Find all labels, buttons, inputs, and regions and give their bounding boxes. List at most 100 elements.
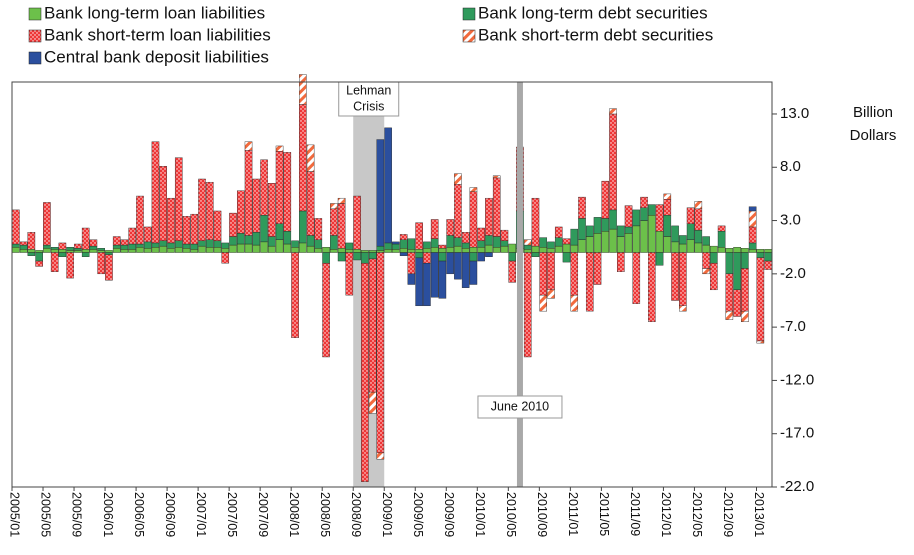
- bar-segment: [554, 237, 563, 247]
- bar-segment: [640, 220, 648, 253]
- bar-segment: [748, 210, 757, 228]
- bar-segment: [353, 249, 361, 253]
- foreground-layer: Lehman Crisis June 2010 13.0 8.0 3.0 -2.0 -7.0 -…: [8, 3, 815, 537]
- bar-segment: [679, 305, 687, 312]
- bar-segment: [12, 243, 20, 248]
- y-tick-label: -22.0: [780, 478, 814, 495]
- bar-segment: [461, 232, 470, 244]
- bar-segment: [81, 252, 90, 257]
- bar-segment: [469, 187, 478, 192]
- x-tick-label: 2006/09: [163, 492, 177, 537]
- bar-segment: [593, 252, 602, 285]
- bar-segment: [74, 248, 82, 251]
- bar-segment: [299, 210, 307, 244]
- bar-segment: [66, 252, 74, 279]
- bar-segment: [710, 245, 718, 253]
- bar-segment: [616, 225, 625, 237]
- bar-segment: [477, 227, 485, 242]
- bar-segment: [337, 197, 346, 204]
- bar-segment: [43, 202, 51, 246]
- bar-segment: [97, 248, 105, 251]
- bar-segment: [523, 244, 532, 250]
- bar-segment: [632, 225, 641, 253]
- bar-segment: [236, 243, 245, 253]
- bar-segment: [205, 239, 214, 248]
- bar-segment: [702, 252, 710, 269]
- bar-segment: [609, 209, 617, 230]
- bar-segment: [120, 239, 129, 246]
- bar-segment: [58, 242, 67, 250]
- bar-segment: [81, 249, 90, 253]
- bar-segment: [741, 248, 749, 253]
- bar-segment: [330, 208, 338, 236]
- y-tick-label: -17.0: [780, 425, 814, 442]
- bar-segment: [268, 183, 276, 237]
- bar-segment: [384, 249, 392, 253]
- bar-segment: [159, 165, 168, 242]
- bar-segment: [190, 243, 199, 250]
- bar-segment: [423, 241, 431, 249]
- bar-segment: [112, 244, 121, 249]
- bar-segment: [562, 243, 571, 253]
- bar-segment: [252, 244, 261, 253]
- bar-segment: [97, 252, 105, 275]
- bar-segment: [609, 108, 617, 115]
- bar-segment: [89, 245, 98, 250]
- bar-segment: [252, 232, 261, 246]
- bar-segment: [345, 242, 354, 250]
- bar-segment: [624, 233, 633, 253]
- legend-swatch: [28, 7, 42, 21]
- bar-segment: [314, 218, 323, 240]
- bar-segment: [283, 243, 292, 253]
- bar-segment: [686, 223, 695, 240]
- bar-segment: [679, 235, 687, 245]
- bar-segment: [167, 242, 175, 249]
- bar-segment: [632, 252, 641, 304]
- bar-segment: [260, 241, 268, 253]
- bar-segment: [407, 249, 416, 253]
- bar-segment: [392, 243, 400, 250]
- bar-segment: [143, 248, 152, 253]
- x-tick-label: 2013/01: [752, 492, 766, 537]
- bar-segment: [469, 191, 478, 248]
- bar-segment: [616, 236, 625, 253]
- bar-segment: [275, 151, 284, 224]
- bar-segment: [50, 246, 59, 250]
- x-tick-label: 2009/09: [442, 492, 456, 537]
- bar-segment: [756, 257, 765, 342]
- bar-segment: [717, 225, 726, 232]
- bar-segment: [306, 144, 315, 172]
- bar-segment: [609, 113, 617, 211]
- bar-segment: [213, 240, 222, 248]
- bar-segment: [438, 248, 447, 253]
- bar-segment: [570, 252, 579, 296]
- bar-segment: [702, 268, 710, 275]
- bar-segment: [446, 246, 454, 253]
- bar-segment: [469, 260, 478, 285]
- bar-segment: [725, 252, 734, 275]
- bar-segment: [632, 209, 641, 227]
- bar-segment: [337, 203, 346, 249]
- bar-segment: [136, 246, 144, 253]
- bar-segment: [485, 197, 493, 236]
- bar-segment: [469, 246, 478, 253]
- annotation-label: Crisis: [353, 99, 384, 113]
- x-tick-label: 2005/05: [39, 492, 53, 537]
- bar-segment: [717, 246, 726, 253]
- y-tick-label: 3.0: [780, 212, 801, 229]
- bar-segment: [710, 252, 718, 264]
- bar-segment: [19, 249, 28, 253]
- bar-segment: [399, 234, 408, 240]
- bar-segment: [523, 252, 532, 358]
- bar-segment: [710, 262, 718, 291]
- bar-segment: [376, 250, 385, 253]
- bar-segment: [694, 229, 703, 244]
- bar-segment: [748, 226, 757, 244]
- bar-segment: [438, 252, 447, 262]
- bar-segment: [136, 243, 144, 248]
- bar-segment: [562, 252, 571, 263]
- bar-segment: [27, 252, 36, 256]
- bar-segment: [120, 249, 129, 253]
- bar-segment: [694, 242, 703, 253]
- bar-segment: [407, 252, 416, 275]
